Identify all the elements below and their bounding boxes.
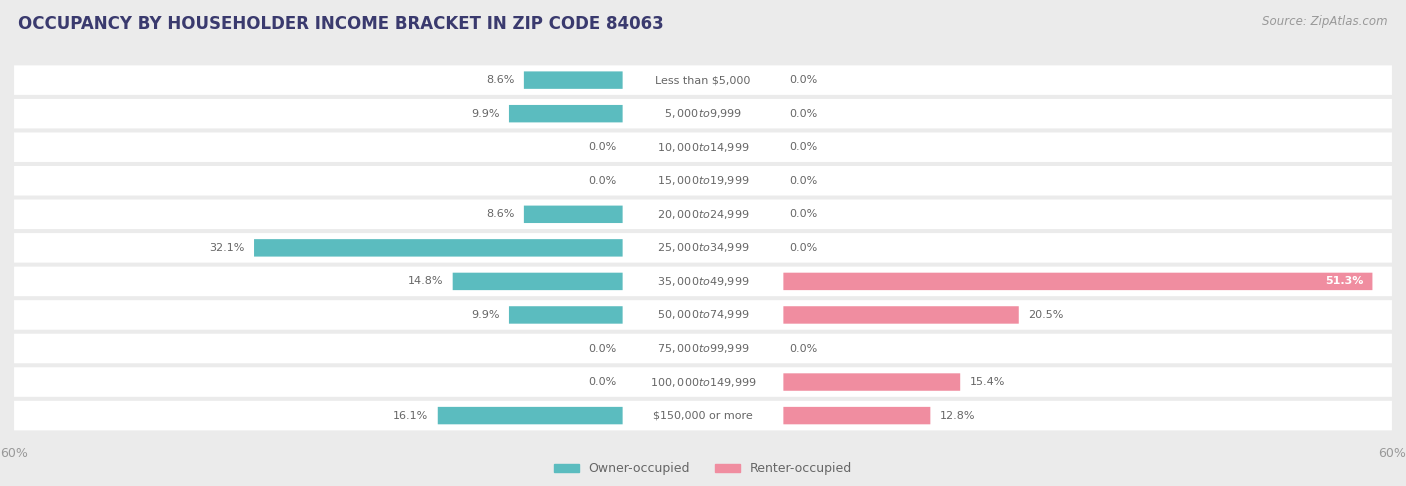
FancyBboxPatch shape: [14, 133, 1392, 162]
Text: OCCUPANCY BY HOUSEHOLDER INCOME BRACKET IN ZIP CODE 84063: OCCUPANCY BY HOUSEHOLDER INCOME BRACKET …: [18, 15, 664, 33]
FancyBboxPatch shape: [254, 239, 623, 257]
Text: 0.0%: 0.0%: [789, 209, 817, 219]
Text: $100,000 to $149,999: $100,000 to $149,999: [650, 376, 756, 388]
FancyBboxPatch shape: [509, 306, 623, 324]
Text: 9.9%: 9.9%: [471, 109, 499, 119]
Text: 0.0%: 0.0%: [789, 344, 817, 353]
FancyBboxPatch shape: [783, 407, 931, 424]
Text: $25,000 to $34,999: $25,000 to $34,999: [657, 242, 749, 254]
Text: 0.0%: 0.0%: [589, 176, 617, 186]
Text: $75,000 to $99,999: $75,000 to $99,999: [657, 342, 749, 355]
Text: 0.0%: 0.0%: [789, 176, 817, 186]
FancyBboxPatch shape: [14, 99, 1392, 128]
FancyBboxPatch shape: [14, 367, 1392, 397]
FancyBboxPatch shape: [14, 233, 1392, 262]
Text: $5,000 to $9,999: $5,000 to $9,999: [664, 107, 742, 120]
Text: $50,000 to $74,999: $50,000 to $74,999: [657, 309, 749, 321]
FancyBboxPatch shape: [453, 273, 623, 290]
FancyBboxPatch shape: [524, 71, 623, 89]
Text: 0.0%: 0.0%: [589, 142, 617, 152]
Text: 0.0%: 0.0%: [789, 75, 817, 85]
Text: 8.6%: 8.6%: [486, 75, 515, 85]
Text: $150,000 or more: $150,000 or more: [654, 411, 752, 420]
Text: 51.3%: 51.3%: [1324, 277, 1364, 286]
Text: $10,000 to $14,999: $10,000 to $14,999: [657, 141, 749, 154]
FancyBboxPatch shape: [524, 206, 623, 223]
Text: Less than $5,000: Less than $5,000: [655, 75, 751, 85]
Text: 12.8%: 12.8%: [939, 411, 974, 420]
Text: 0.0%: 0.0%: [789, 109, 817, 119]
Text: 16.1%: 16.1%: [394, 411, 429, 420]
FancyBboxPatch shape: [14, 267, 1392, 296]
Text: 32.1%: 32.1%: [209, 243, 245, 253]
Text: 15.4%: 15.4%: [969, 377, 1005, 387]
Text: 9.9%: 9.9%: [471, 310, 499, 320]
Text: 0.0%: 0.0%: [789, 142, 817, 152]
FancyBboxPatch shape: [783, 306, 1019, 324]
FancyBboxPatch shape: [14, 166, 1392, 195]
FancyBboxPatch shape: [14, 300, 1392, 330]
Text: 8.6%: 8.6%: [486, 209, 515, 219]
Legend: Owner-occupied, Renter-occupied: Owner-occupied, Renter-occupied: [548, 457, 858, 481]
Text: 0.0%: 0.0%: [589, 344, 617, 353]
Text: $15,000 to $19,999: $15,000 to $19,999: [657, 174, 749, 187]
FancyBboxPatch shape: [14, 401, 1392, 431]
FancyBboxPatch shape: [437, 407, 623, 424]
FancyBboxPatch shape: [783, 273, 1372, 290]
FancyBboxPatch shape: [509, 105, 623, 122]
Text: $20,000 to $24,999: $20,000 to $24,999: [657, 208, 749, 221]
Text: 20.5%: 20.5%: [1028, 310, 1063, 320]
Text: $35,000 to $49,999: $35,000 to $49,999: [657, 275, 749, 288]
FancyBboxPatch shape: [783, 373, 960, 391]
FancyBboxPatch shape: [14, 334, 1392, 363]
Text: Source: ZipAtlas.com: Source: ZipAtlas.com: [1263, 15, 1388, 28]
Text: 0.0%: 0.0%: [589, 377, 617, 387]
FancyBboxPatch shape: [14, 200, 1392, 229]
Text: 0.0%: 0.0%: [789, 243, 817, 253]
FancyBboxPatch shape: [14, 65, 1392, 95]
Text: 14.8%: 14.8%: [408, 277, 443, 286]
